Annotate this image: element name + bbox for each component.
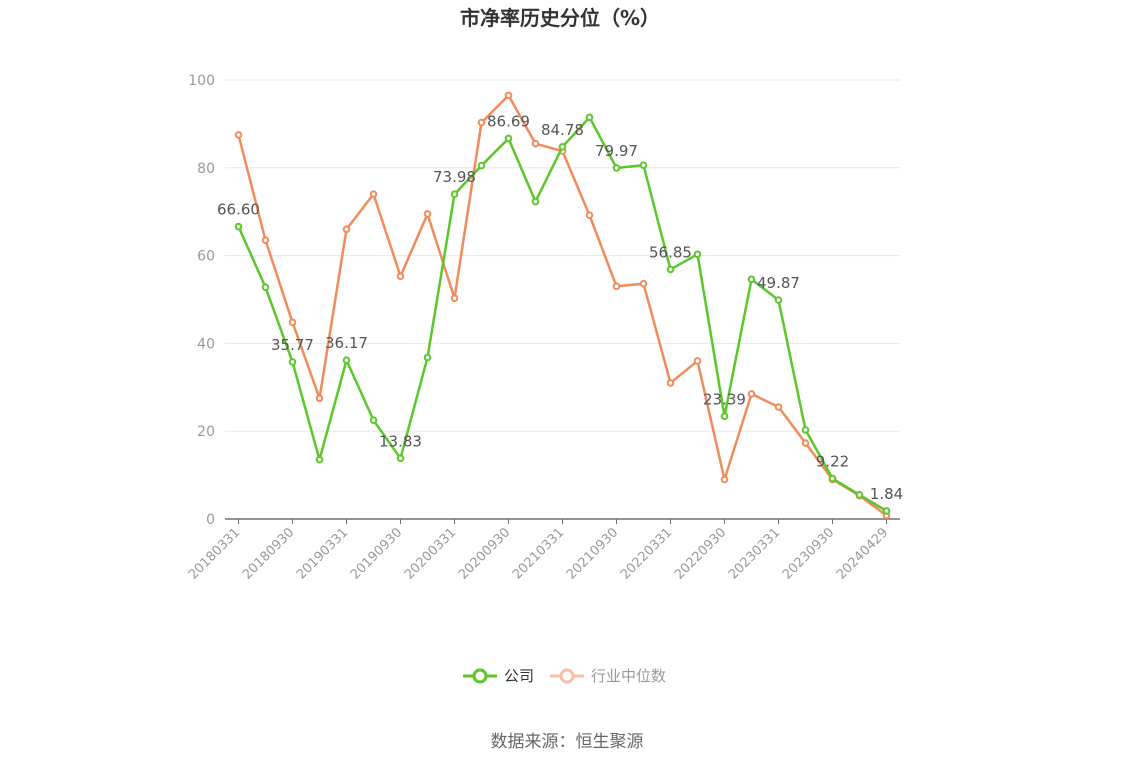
data-point — [504, 91, 513, 100]
x-tick-label: 20220331 — [618, 525, 675, 582]
data-label: 9.22 — [816, 453, 849, 471]
data-label: 35.77 — [271, 336, 314, 354]
data-point — [720, 412, 729, 421]
y-tick-label: 20 — [197, 424, 215, 440]
data-point — [801, 439, 810, 447]
data-point — [261, 283, 270, 292]
x-tick-label: 20200331 — [402, 525, 459, 582]
data-point — [396, 272, 405, 281]
data-point — [477, 161, 486, 170]
data-point — [234, 131, 243, 139]
data-point — [450, 190, 459, 199]
x-tick-label: 20190930 — [348, 525, 405, 582]
data-point — [801, 426, 810, 434]
legend-industry-marker — [559, 668, 575, 684]
data-point — [585, 113, 594, 122]
data-point — [828, 474, 837, 483]
data-point — [369, 416, 378, 425]
data-point — [747, 275, 756, 284]
legend-company-marker — [472, 668, 488, 684]
data-point — [423, 353, 432, 362]
data-point — [423, 210, 432, 218]
y-tick-label: 80 — [197, 161, 215, 177]
data-point — [585, 211, 594, 220]
x-tick-label: 20220930 — [672, 525, 729, 582]
data-label: 1.84 — [870, 485, 903, 503]
data-point — [342, 225, 351, 234]
series-company — [234, 113, 891, 515]
data-point — [612, 164, 621, 172]
data-point — [315, 394, 324, 403]
x-tick-label: 20200930 — [456, 525, 513, 582]
legend-industry-label: 行业中位数 — [591, 667, 666, 685]
y-tick-label: 40 — [197, 336, 215, 352]
data-label: 36.17 — [325, 334, 368, 352]
data-point — [666, 265, 675, 274]
legend-item-industry[interactable]: 行业中位数 — [550, 667, 666, 685]
y-tick-label: 100 — [188, 73, 215, 89]
data-point — [234, 222, 243, 231]
data-point — [531, 139, 540, 148]
data-point — [774, 296, 783, 304]
data-point — [288, 318, 297, 327]
x-tick-label: 20230331 — [726, 525, 783, 582]
data-point — [504, 134, 513, 143]
data-point — [693, 357, 702, 365]
data-point — [531, 197, 540, 206]
series-line — [237, 116, 888, 512]
data-point — [747, 390, 756, 398]
data-point — [558, 143, 567, 151]
data-point — [774, 403, 783, 411]
data-label: 66.60 — [217, 201, 260, 219]
data-point — [639, 161, 648, 169]
data-point — [288, 358, 297, 366]
data-label: 13.83 — [379, 432, 422, 450]
x-tick-label: 20230930 — [780, 525, 837, 582]
data-label: 73.98 — [433, 168, 476, 186]
x-tick-label: 20180930 — [240, 525, 297, 582]
x-axis: 2018033120180930201903312019093020200331… — [186, 518, 900, 583]
legend-company-label: 公司 — [504, 667, 534, 685]
data-point — [693, 250, 702, 259]
data-point — [369, 190, 378, 198]
data-label: 79.97 — [595, 142, 638, 160]
data-labels: 66.60 35.77 36.17 13.83 73.98 86.69 84.78 79.97… — [217, 112, 903, 502]
data-label: 23.39 — [703, 390, 746, 408]
data-point — [882, 507, 891, 515]
series-industry — [234, 91, 891, 520]
series-line — [237, 94, 888, 517]
data-label: 84.78 — [541, 121, 584, 139]
data-point — [450, 294, 459, 302]
data-point — [477, 118, 486, 127]
chart-title: 市净率历史分位（%） — [460, 6, 660, 30]
x-tick-label: 20180331 — [186, 525, 243, 582]
x-tick-label: 20240429 — [834, 525, 891, 582]
data-label: 56.85 — [649, 243, 692, 261]
data-label: 49.87 — [757, 274, 800, 292]
data-point — [639, 279, 648, 288]
x-tick-label: 20210930 — [564, 525, 621, 582]
source-note: 数据来源：恒生聚源 — [491, 732, 644, 752]
data-point — [612, 282, 621, 291]
y-tick-label: 0 — [206, 512, 215, 528]
y-tick-label: 60 — [197, 249, 215, 265]
data-point — [315, 455, 324, 464]
y-axis: 0 20 40 60 80 100 — [188, 73, 215, 528]
data-point — [396, 454, 405, 463]
data-point — [342, 356, 351, 365]
data-label: 86.69 — [487, 112, 530, 130]
legend-item-company[interactable]: 公司 — [463, 667, 534, 685]
x-tick-label: 20190331 — [294, 525, 351, 582]
data-point — [855, 491, 864, 499]
data-point — [720, 475, 729, 484]
legend[interactable]: 公司 行业中位数 — [463, 667, 666, 685]
data-point — [261, 236, 270, 245]
x-tick-label: 20210331 — [510, 525, 567, 582]
data-point — [666, 379, 675, 387]
